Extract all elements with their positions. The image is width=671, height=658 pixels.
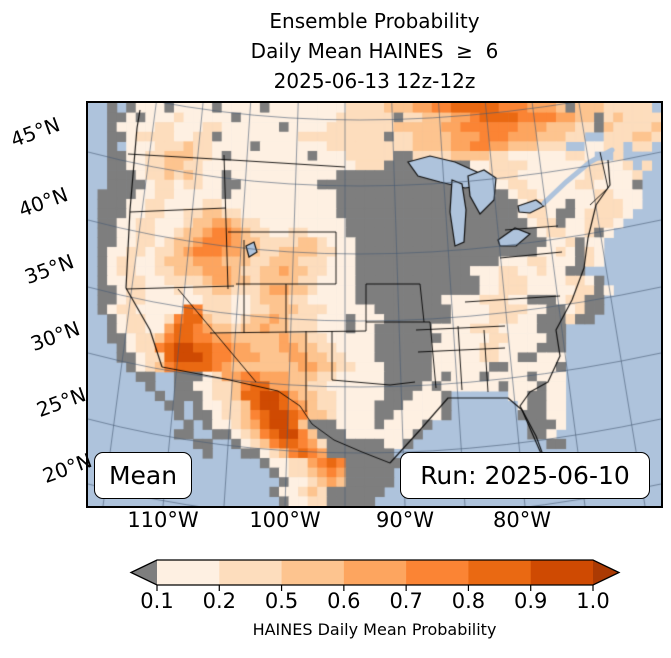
lat-tick-label: 25°N [33, 382, 90, 422]
colorbar-tick-label: 0.6 [327, 589, 361, 613]
probability-map-canvas [88, 103, 661, 506]
map-axes-frame [86, 101, 663, 508]
lat-tick-label: 35°N [21, 249, 78, 289]
colorbar-segment [468, 560, 532, 585]
lon-tick-label: 110°W [127, 508, 199, 532]
colorbar-tick-labels: 0.1 0.2 0.5 0.6 0.7 0.8 0.9 1.0 [0, 589, 671, 615]
colorbar-tick-label: 0.1 [140, 589, 174, 613]
lon-tick-label: 80°W [493, 508, 551, 532]
colorbar-shape [131, 560, 157, 585]
lat-tick-label: 40°N [15, 182, 72, 222]
lon-tick-label: 100°W [249, 508, 321, 532]
colorbar-tick-label: 0.7 [389, 589, 423, 613]
title-line-3: 2025-06-13 12z-12z [273, 69, 476, 93]
figure-title: Ensemble Probability Daily Mean HAINES ≥… [88, 6, 661, 96]
colorbar-segment [281, 560, 345, 585]
lat-tick-label: 45°N [7, 112, 64, 152]
colorbar-tick-label: 0.9 [514, 589, 548, 613]
colorbar-segment [530, 560, 594, 585]
run-date-badge: Run: 2025-06-10 [400, 452, 650, 499]
colorbar-segment [343, 560, 407, 585]
colorbar-tick-label: 0.5 [264, 589, 299, 613]
title-line-1: Ensemble Probability [269, 9, 480, 33]
colorbar-segment [219, 560, 283, 585]
colorbar [129, 559, 621, 591]
run-date-label: Run: 2025-06-10 [420, 461, 630, 490]
ensemble-member-badge: Mean [94, 452, 192, 499]
colorbar-shape [593, 560, 619, 585]
ensemble-member-label: Mean [108, 461, 178, 490]
colorbar-segment [157, 560, 220, 585]
colorbar-tick-label: 1.0 [576, 589, 610, 613]
colorbar-segment [406, 560, 469, 585]
title-line-2: Daily Mean HAINES ≥ 6 [250, 39, 499, 63]
lat-tick-label: 30°N [27, 316, 84, 356]
colorbar-tick-label: 0.2 [202, 589, 236, 613]
lon-tick-label: 90°W [376, 508, 434, 532]
colorbar-axis-label: HAINES Daily Mean Probability [252, 620, 497, 639]
colorbar-tick-label: 0.8 [451, 589, 486, 613]
